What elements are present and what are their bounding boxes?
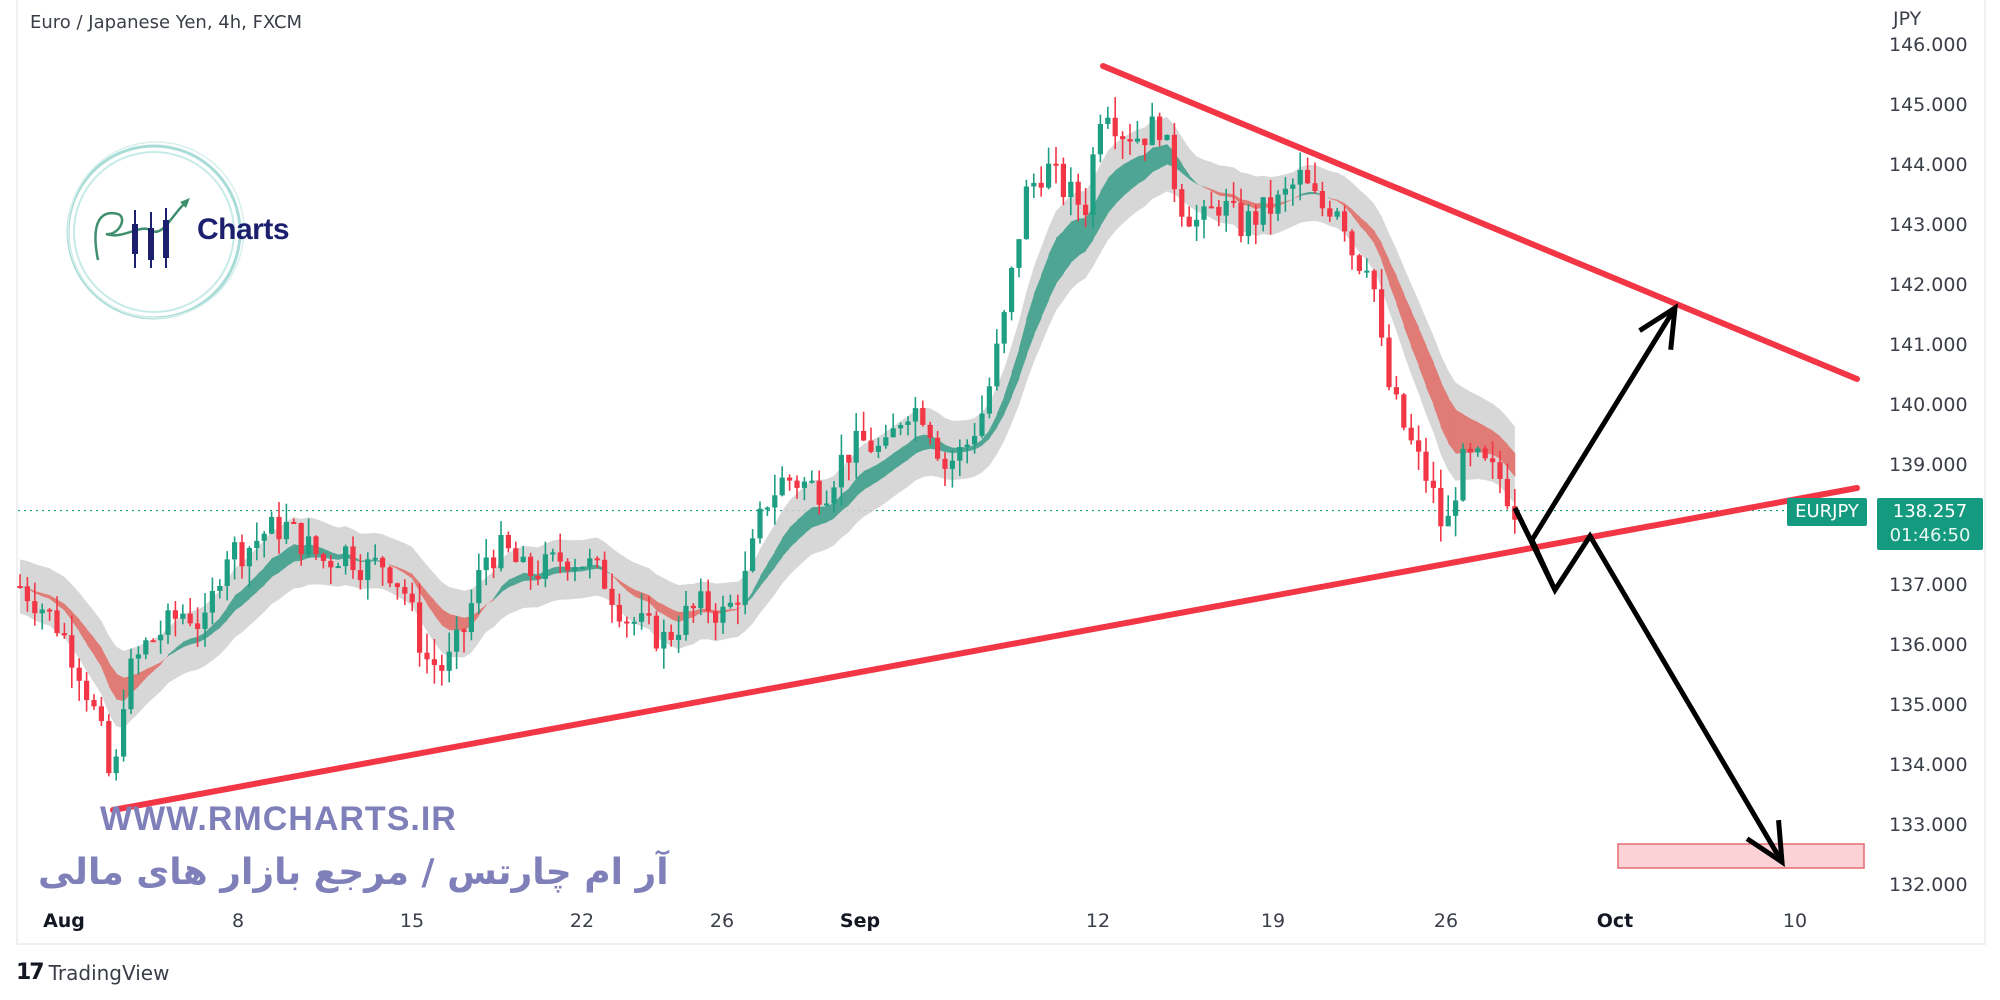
target-zone[interactable] <box>1617 843 1865 869</box>
time-tick: 12 <box>1085 910 1111 932</box>
time-tick: 26 <box>709 910 735 932</box>
time-tick: Oct <box>1596 910 1634 932</box>
price-axis-currency: JPY <box>1893 8 1922 30</box>
symbol-badge: EURJPY <box>1787 498 1867 526</box>
bar-countdown: 01:46:50 <box>1889 525 1971 546</box>
time-tick: 19 <box>1260 910 1286 932</box>
price-tick: 136.000 <box>1889 634 1968 656</box>
chart-frame <box>16 0 1986 945</box>
price-tick: 139.000 <box>1889 454 1968 476</box>
candlestick-series <box>17 97 1518 781</box>
bearish-breakdown-arrow[interactable] <box>1512 506 1785 867</box>
projection-arrows[interactable] <box>1512 303 1785 867</box>
price-tick: 145.000 <box>1889 94 1968 116</box>
time-tick: 15 <box>399 910 425 932</box>
price-tick: 135.000 <box>1889 694 1968 716</box>
time-tick: 10 <box>1782 910 1808 932</box>
price-tick: 143.000 <box>1889 214 1968 236</box>
time-tick: Sep <box>839 910 881 932</box>
price-tick: 134.000 <box>1889 754 1968 776</box>
last-price-badge: 138.257 01:46:50 <box>1877 498 1983 550</box>
price-tick: 132.000 <box>1889 874 1968 896</box>
chart-title: Euro / Japanese Yen, 4h, FXCM <box>30 12 303 33</box>
time-tick: 22 <box>569 910 595 932</box>
ma-ribbon <box>20 144 1516 702</box>
tradingview-logo-icon: 17 <box>16 960 45 985</box>
watermark-persian-tagline: آر ام چارتس / مرجع بازار های مالی <box>38 852 669 893</box>
rmcharts-logo-icon <box>66 141 245 320</box>
watermark-url: WWW.RMCHARTS.IR <box>100 800 457 838</box>
logo-wordmark: Charts <box>197 213 290 246</box>
upper-resistance-trendline[interactable] <box>1100 63 1860 382</box>
price-tick: 140.000 <box>1889 394 1968 416</box>
price-tick: 141.000 <box>1889 334 1968 356</box>
price-tick: 137.000 <box>1889 574 1968 596</box>
price-tick: 146.000 <box>1889 34 1968 56</box>
time-tick: 26 <box>1433 910 1459 932</box>
time-tick: Aug <box>43 910 85 932</box>
time-tick: 8 <box>231 910 245 932</box>
trendlines[interactable] <box>110 63 1860 813</box>
price-tick: 142.000 <box>1889 274 1968 296</box>
price-tick: 133.000 <box>1889 814 1968 836</box>
lower-support-trendline[interactable] <box>110 485 1860 813</box>
tradingview-attribution[interactable]: 17 TradingView <box>16 960 169 985</box>
last-price-value: 138.257 <box>1892 501 1968 522</box>
tradingview-label: TradingView <box>48 960 170 985</box>
price-tick: 144.000 <box>1889 154 1968 176</box>
ma-envelope <box>20 117 1515 729</box>
